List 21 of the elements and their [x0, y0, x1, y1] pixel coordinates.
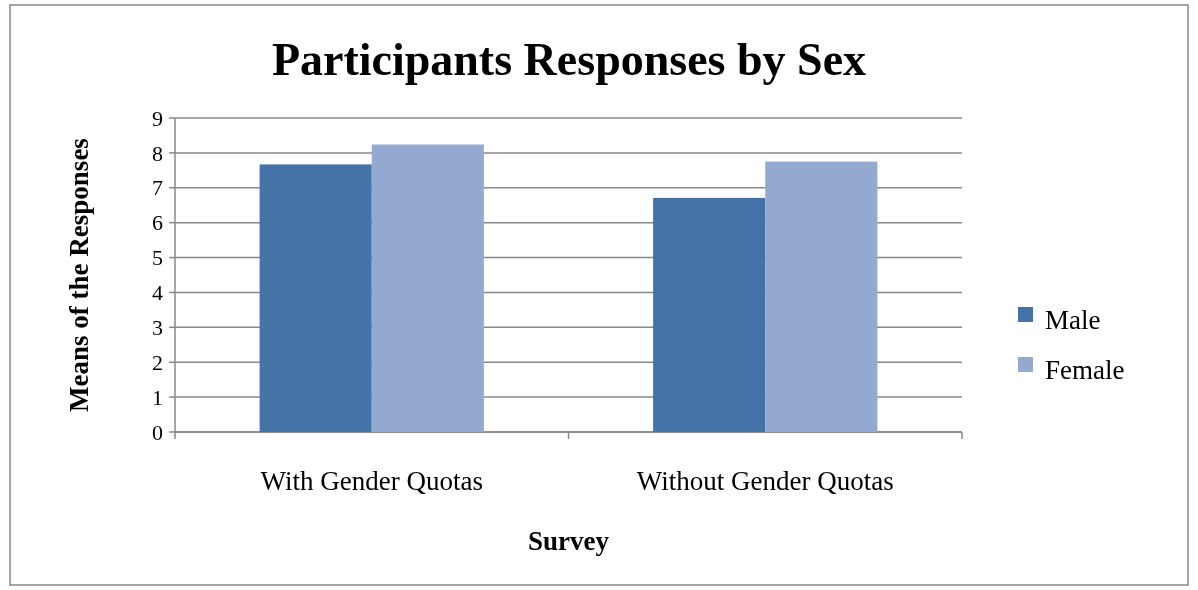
y-tick-label: 4 — [152, 280, 163, 306]
y-tick-label: 0 — [152, 419, 163, 445]
y-tick-label: 6 — [152, 210, 163, 236]
legend-label: Male — [1045, 305, 1101, 336]
bar — [653, 197, 766, 432]
x-axis-title: Survey — [528, 526, 610, 556]
bar — [371, 144, 484, 432]
y-tick-label: 5 — [152, 245, 163, 271]
chart-title: Participants Responses by Sex — [271, 34, 867, 85]
y-tick-label: 2 — [152, 349, 163, 375]
x-tick-label: Without Gender Quotas — [636, 466, 894, 496]
y-tick-label: 8 — [152, 140, 163, 166]
y-tick-label: 3 — [152, 315, 163, 341]
y-axis-title: Means of the Responses — [64, 138, 94, 412]
y-tick-label: 1 — [152, 384, 163, 410]
legend-label: Female — [1045, 355, 1125, 386]
bar — [259, 164, 372, 432]
x-tick-label: With Gender Quotas — [260, 466, 483, 496]
bar — [765, 161, 878, 432]
y-tick-label: 9 — [152, 105, 163, 131]
y-tick-label: 7 — [152, 175, 163, 201]
